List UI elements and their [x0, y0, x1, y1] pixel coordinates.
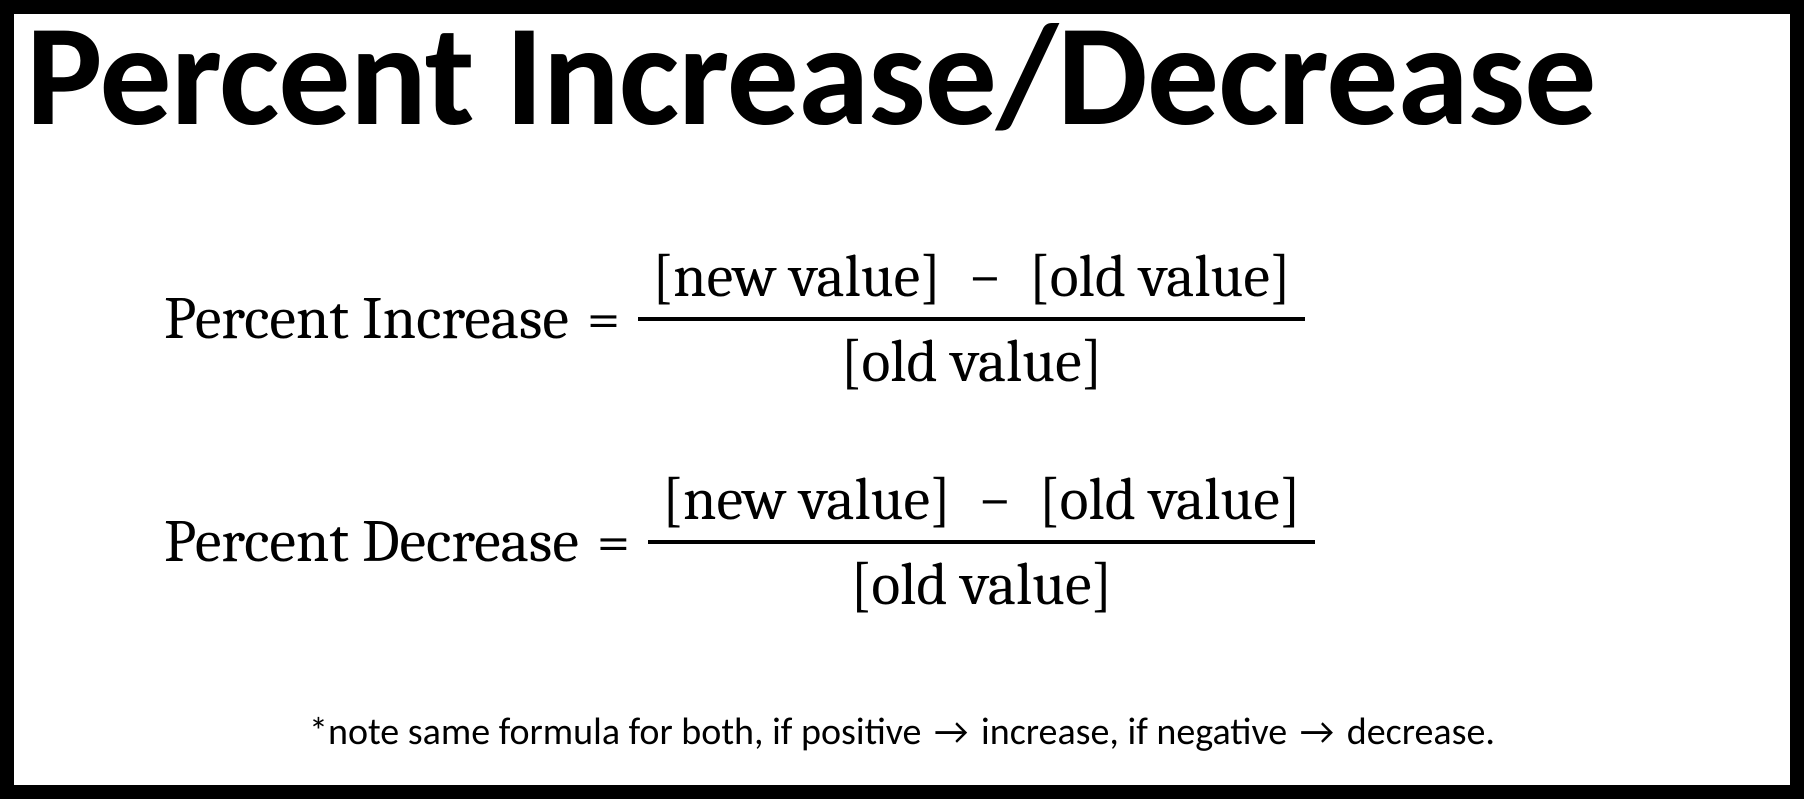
formula-percent-decrease: Percent Decrease = [new value] − [old va… — [164, 463, 1700, 621]
formula-percent-increase: Percent Increase = [new value] − [old va… — [164, 240, 1700, 398]
minus-sign: − — [964, 465, 1025, 534]
formula-label: Percent Decrease — [164, 507, 579, 576]
formula-area: Percent Increase = [new value] − [old va… — [44, 161, 1760, 699]
denominator: [old value] — [826, 325, 1116, 398]
card-title: Percent Increase/Decrease — [26, 0, 1760, 151]
denominator: [old value] — [836, 548, 1126, 621]
fraction: [new value] − [old value] [old value] — [648, 463, 1315, 621]
numerator-left: [new value] — [652, 242, 941, 311]
equals-sign: = — [579, 507, 648, 576]
fraction: [new value] − [old value] [old value] — [638, 240, 1305, 398]
arrow-icon: → — [930, 709, 972, 755]
numerator-left: [new value] — [662, 465, 951, 534]
minus-sign: − — [954, 242, 1015, 311]
arrow-icon: → — [1296, 709, 1338, 755]
equals-sign: = — [569, 284, 638, 353]
formula-label: Percent Increase — [164, 284, 569, 353]
numerator: [new value] − [old value] — [648, 463, 1315, 536]
numerator-right: [old value] — [1039, 465, 1301, 534]
footnote: *note same formula for both, if positive… — [44, 699, 1760, 765]
note-prefix: *note same formula for both, if positive — [309, 709, 921, 755]
numerator-right: [old value] — [1029, 242, 1291, 311]
note-mid2: decrease. — [1347, 709, 1495, 755]
fraction-bar — [638, 317, 1305, 321]
note-mid1: increase, if negative — [981, 709, 1287, 755]
formula-card: Percent Increase/Decrease Percent Increa… — [0, 0, 1804, 799]
numerator: [new value] − [old value] — [638, 240, 1305, 313]
fraction-bar — [648, 540, 1315, 544]
